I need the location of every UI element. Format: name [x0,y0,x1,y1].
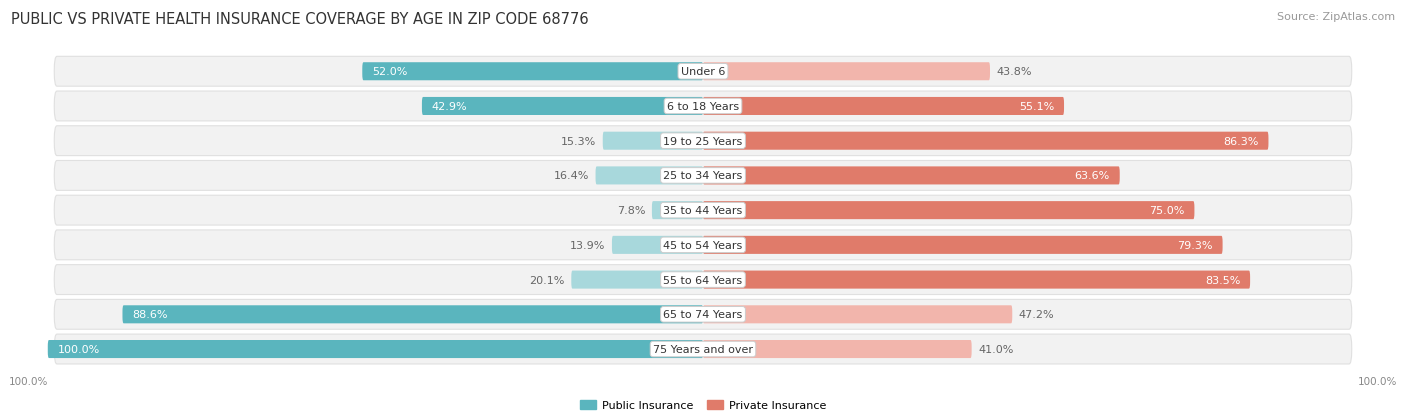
Text: 52.0%: 52.0% [373,67,408,77]
Text: 65 to 74 Years: 65 to 74 Years [664,310,742,320]
Text: 83.5%: 83.5% [1205,275,1240,285]
Text: 16.4%: 16.4% [554,171,589,181]
Text: 25 to 34 Years: 25 to 34 Years [664,171,742,181]
Text: 20.1%: 20.1% [530,275,565,285]
Text: 15.3%: 15.3% [561,136,596,146]
FancyBboxPatch shape [612,236,703,254]
Text: 86.3%: 86.3% [1223,136,1258,146]
Text: 55 to 64 Years: 55 to 64 Years [664,275,742,285]
FancyBboxPatch shape [55,126,1351,156]
Text: 75.0%: 75.0% [1149,206,1185,216]
FancyBboxPatch shape [55,92,1351,121]
Text: PUBLIC VS PRIVATE HEALTH INSURANCE COVERAGE BY AGE IN ZIP CODE 68776: PUBLIC VS PRIVATE HEALTH INSURANCE COVER… [11,12,589,27]
Text: 19 to 25 Years: 19 to 25 Years [664,136,742,146]
Text: 75 Years and over: 75 Years and over [652,344,754,354]
Legend: Public Insurance, Private Insurance: Public Insurance, Private Insurance [575,395,831,413]
FancyBboxPatch shape [55,230,1351,260]
FancyBboxPatch shape [55,196,1351,225]
FancyBboxPatch shape [363,63,703,81]
FancyBboxPatch shape [703,132,1268,150]
FancyBboxPatch shape [703,271,1250,289]
FancyBboxPatch shape [603,132,703,150]
Text: 42.9%: 42.9% [432,102,467,112]
Text: 45 to 54 Years: 45 to 54 Years [664,240,742,250]
Text: 6 to 18 Years: 6 to 18 Years [666,102,740,112]
Text: 47.2%: 47.2% [1019,310,1054,320]
FancyBboxPatch shape [55,300,1351,330]
FancyBboxPatch shape [55,57,1351,87]
FancyBboxPatch shape [571,271,703,289]
Text: 7.8%: 7.8% [617,206,645,216]
FancyBboxPatch shape [55,334,1351,364]
FancyBboxPatch shape [703,236,1223,254]
FancyBboxPatch shape [422,98,703,116]
FancyBboxPatch shape [48,340,703,358]
Text: 13.9%: 13.9% [569,240,606,250]
Text: 43.8%: 43.8% [997,67,1032,77]
FancyBboxPatch shape [703,306,1012,323]
FancyBboxPatch shape [703,340,972,358]
FancyBboxPatch shape [55,265,1351,295]
Text: 88.6%: 88.6% [132,310,167,320]
Text: 55.1%: 55.1% [1019,102,1054,112]
FancyBboxPatch shape [55,161,1351,191]
FancyBboxPatch shape [703,63,990,81]
FancyBboxPatch shape [703,202,1195,220]
Text: 100.0%: 100.0% [58,344,100,354]
Text: 35 to 44 Years: 35 to 44 Years [664,206,742,216]
Text: Source: ZipAtlas.com: Source: ZipAtlas.com [1277,12,1395,22]
Text: 63.6%: 63.6% [1074,171,1109,181]
Text: Under 6: Under 6 [681,67,725,77]
Text: 41.0%: 41.0% [979,344,1014,354]
FancyBboxPatch shape [652,202,703,220]
FancyBboxPatch shape [703,98,1064,116]
FancyBboxPatch shape [122,306,703,323]
Text: 79.3%: 79.3% [1177,240,1213,250]
FancyBboxPatch shape [703,167,1119,185]
FancyBboxPatch shape [596,167,703,185]
